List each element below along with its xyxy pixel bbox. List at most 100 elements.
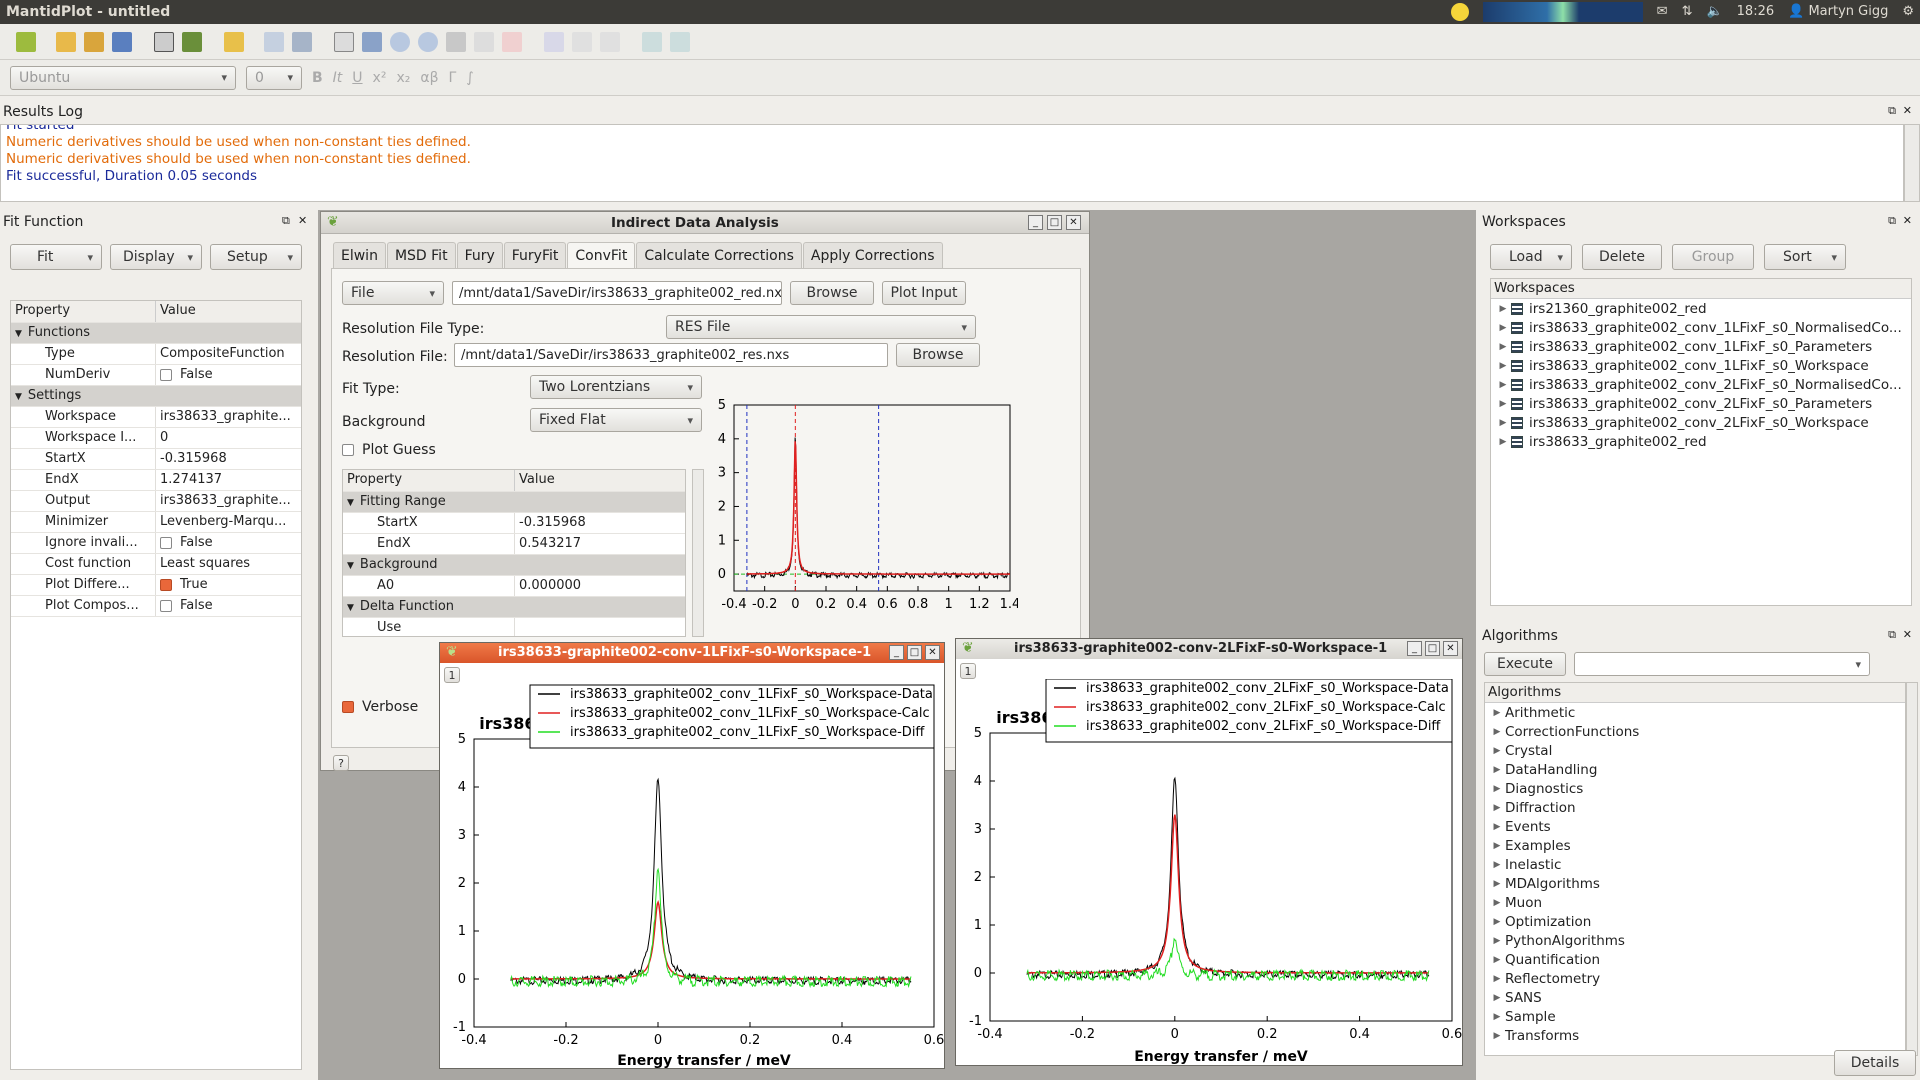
property-group[interactable]: ▼ Settings bbox=[11, 386, 301, 407]
value-checkbox[interactable] bbox=[160, 536, 172, 549]
algorithm-category[interactable]: ▶ Inelastic bbox=[1489, 855, 1905, 874]
workspace-item[interactable]: ▶ irs38633_graphite002_conv_2LFixF_s0_Nor… bbox=[1495, 375, 1911, 394]
property-row[interactable]: Minimizer Levenberg-Marqu... bbox=[11, 512, 301, 533]
expand-icon[interactable]: ▶ bbox=[1493, 840, 1501, 851]
property-row[interactable]: NumDeriv False bbox=[11, 365, 301, 386]
property-row[interactable]: Output irs38633_graphite... bbox=[11, 491, 301, 512]
ida-titlebar[interactable]: ❦ Indirect Data Analysis _ □ ✕ bbox=[321, 212, 1089, 234]
collapse-icon[interactable]: ▼ bbox=[15, 329, 22, 339]
expand-icon[interactable]: ▶ bbox=[1493, 1030, 1501, 1041]
user-menu[interactable]: 👤 Martyn Gigg bbox=[1788, 0, 1888, 24]
legend[interactable]: irs38633_graphite002_conv_1LFixF_s0_Work… bbox=[529, 684, 935, 749]
property-group[interactable]: ▼ Delta Function bbox=[343, 597, 685, 618]
open-template-icon[interactable] bbox=[84, 31, 104, 52]
workspace-item[interactable]: ▶ irs38633_graphite002_conv_1LFixF_s0_Par… bbox=[1495, 337, 1911, 356]
property-row[interactable]: Use bbox=[343, 618, 685, 636]
value-checkbox[interactable] bbox=[160, 368, 172, 381]
arrow-tool-icon[interactable] bbox=[572, 31, 592, 52]
expand-icon[interactable]: ▶ bbox=[1499, 398, 1507, 409]
expand-icon[interactable]: ▶ bbox=[1493, 897, 1501, 908]
load-button[interactable]: Load bbox=[1490, 244, 1572, 270]
expand-icon[interactable]: ▶ bbox=[1493, 707, 1501, 718]
res-file-field[interactable]: /mnt/data1/SaveDir/irs38633_graphite002_… bbox=[454, 343, 888, 367]
plot2-titlebar[interactable]: ❦ irs38633-graphite002-conv-2LFixF-s0-Wo… bbox=[956, 639, 1462, 659]
table-icon[interactable] bbox=[154, 31, 174, 52]
background-select[interactable]: Fixed Flat bbox=[530, 408, 702, 432]
algorithm-category[interactable]: ▶ Diagnostics bbox=[1489, 779, 1905, 798]
text-tool-icon[interactable] bbox=[544, 31, 564, 52]
clock[interactable]: 18:26 bbox=[1736, 4, 1775, 19]
expand-icon[interactable]: ▶ bbox=[1493, 783, 1501, 794]
tab-elwin[interactable]: Elwin bbox=[333, 242, 386, 268]
tab-msd-fit[interactable]: MSD Fit bbox=[386, 242, 456, 268]
fit-type-select[interactable]: Two Lorentzians bbox=[530, 375, 702, 399]
network-icon[interactable]: ⇅ bbox=[1681, 4, 1693, 19]
plot2-chart[interactable]: -0.4-0.200.20.40.6-1012345Workspaceirs38… bbox=[956, 679, 1462, 1065]
property-value[interactable]: CompositeFunction bbox=[156, 344, 289, 364]
property-group[interactable]: ▼ Functions bbox=[11, 323, 301, 344]
expand-icon[interactable]: ▶ bbox=[1493, 878, 1501, 889]
save-icon[interactable] bbox=[112, 31, 132, 52]
property-row[interactable]: EndX 1.274137 bbox=[11, 470, 301, 491]
add-layer-icon[interactable] bbox=[642, 31, 662, 52]
pointer-icon[interactable] bbox=[334, 31, 354, 52]
property-row[interactable]: StartX -0.315968 bbox=[343, 513, 685, 534]
rescale-icon[interactable] bbox=[446, 31, 466, 52]
mail-icon[interactable]: ✉ bbox=[1656, 4, 1668, 19]
data-reader-icon[interactable] bbox=[474, 31, 494, 52]
layer-button[interactable]: 1 bbox=[960, 663, 976, 679]
algorithm-category[interactable]: ▶ Events bbox=[1489, 817, 1905, 836]
expand-icon[interactable]: ▶ bbox=[1499, 322, 1507, 333]
algorithm-category[interactable]: ▶ Diffraction bbox=[1489, 798, 1905, 817]
expand-icon[interactable]: ▶ bbox=[1499, 360, 1507, 371]
minimize-icon[interactable]: _ bbox=[889, 645, 904, 660]
results-log-close-icon[interactable]: ✕ bbox=[1902, 104, 1912, 117]
expand-icon[interactable]: ▶ bbox=[1493, 916, 1501, 927]
convfit-grid-scrollbar[interactable] bbox=[692, 469, 704, 637]
collapse-icon[interactable]: ▼ bbox=[347, 498, 354, 508]
property-value[interactable]: 0.000000 bbox=[515, 576, 585, 596]
expand-icon[interactable]: ▶ bbox=[1493, 745, 1501, 756]
property-row[interactable]: EndX 0.543217 bbox=[343, 534, 685, 555]
property-row[interactable]: Plot Compos... False bbox=[11, 596, 301, 617]
help-button[interactable]: ? bbox=[333, 755, 349, 771]
tab-calculate-corrections[interactable]: Calculate Corrections bbox=[636, 242, 802, 268]
algorithm-category[interactable]: ▶ Muon bbox=[1489, 893, 1905, 912]
fit-button[interactable]: Fit bbox=[10, 244, 102, 270]
close-icon[interactable]: ✕ bbox=[1443, 641, 1458, 656]
font-selector[interactable]: Ubuntu bbox=[10, 65, 236, 90]
setup-button[interactable]: Setup bbox=[210, 244, 302, 270]
paste-icon[interactable] bbox=[292, 31, 312, 52]
workspace-item[interactable]: ▶ irs38633_graphite002_conv_1LFixF_s0_Nor… bbox=[1495, 318, 1911, 337]
copy-icon[interactable] bbox=[264, 31, 284, 52]
algorithm-category[interactable]: ▶ Arithmetic bbox=[1489, 703, 1905, 722]
maximize-icon[interactable]: □ bbox=[1047, 215, 1062, 230]
property-value[interactable]: True bbox=[156, 575, 212, 595]
workspace-item[interactable]: ▶ irs21360_graphite002_red bbox=[1495, 299, 1911, 318]
expand-icon[interactable]: ▶ bbox=[1499, 379, 1507, 390]
system-monitor-graph[interactable] bbox=[1482, 2, 1643, 22]
bold-icon[interactable]: B bbox=[312, 69, 323, 86]
algorithm-category[interactable]: ▶ MDAlgorithms bbox=[1489, 874, 1905, 893]
expand-icon[interactable]: ▶ bbox=[1499, 417, 1507, 428]
tab-apply-corrections[interactable]: Apply Corrections bbox=[802, 242, 943, 268]
expand-icon[interactable]: ▶ bbox=[1493, 764, 1501, 775]
algorithm-category[interactable]: ▶ DataHandling bbox=[1489, 760, 1905, 779]
property-value[interactable]: -0.315968 bbox=[515, 513, 590, 533]
input-file-field[interactable]: /mnt/data1/SaveDir/irs38633_graphite002_… bbox=[452, 281, 782, 305]
open-folder-icon[interactable] bbox=[56, 31, 76, 52]
property-group[interactable]: ▼ Fitting Range bbox=[343, 492, 685, 513]
expand-icon[interactable]: ▶ bbox=[1493, 802, 1501, 813]
workspaces-float-icon[interactable]: ⧉ bbox=[1888, 214, 1896, 227]
collapse-icon[interactable]: ▼ bbox=[347, 603, 354, 613]
expand-icon[interactable]: ▶ bbox=[1493, 726, 1501, 737]
folder-icon[interactable] bbox=[224, 31, 244, 52]
layer-button[interactable]: 1 bbox=[444, 667, 460, 683]
execute-button[interactable]: Execute bbox=[1484, 652, 1566, 676]
maximize-icon[interactable]: □ bbox=[1425, 641, 1440, 656]
expand-icon[interactable]: ▶ bbox=[1499, 341, 1507, 352]
convfit-preview-plot[interactable]: -0.4 -0.2 0 0.2 0.4 0.6 0.8 1 1.2 1.4 0 1 2 3 4 5 bbox=[708, 399, 1018, 619]
arrange-layers-icon[interactable] bbox=[670, 31, 690, 52]
tab-furyfit[interactable]: FuryFit bbox=[503, 242, 567, 268]
results-log-text[interactable]: Fit started Numeric derivatives should be… bbox=[0, 124, 1904, 202]
